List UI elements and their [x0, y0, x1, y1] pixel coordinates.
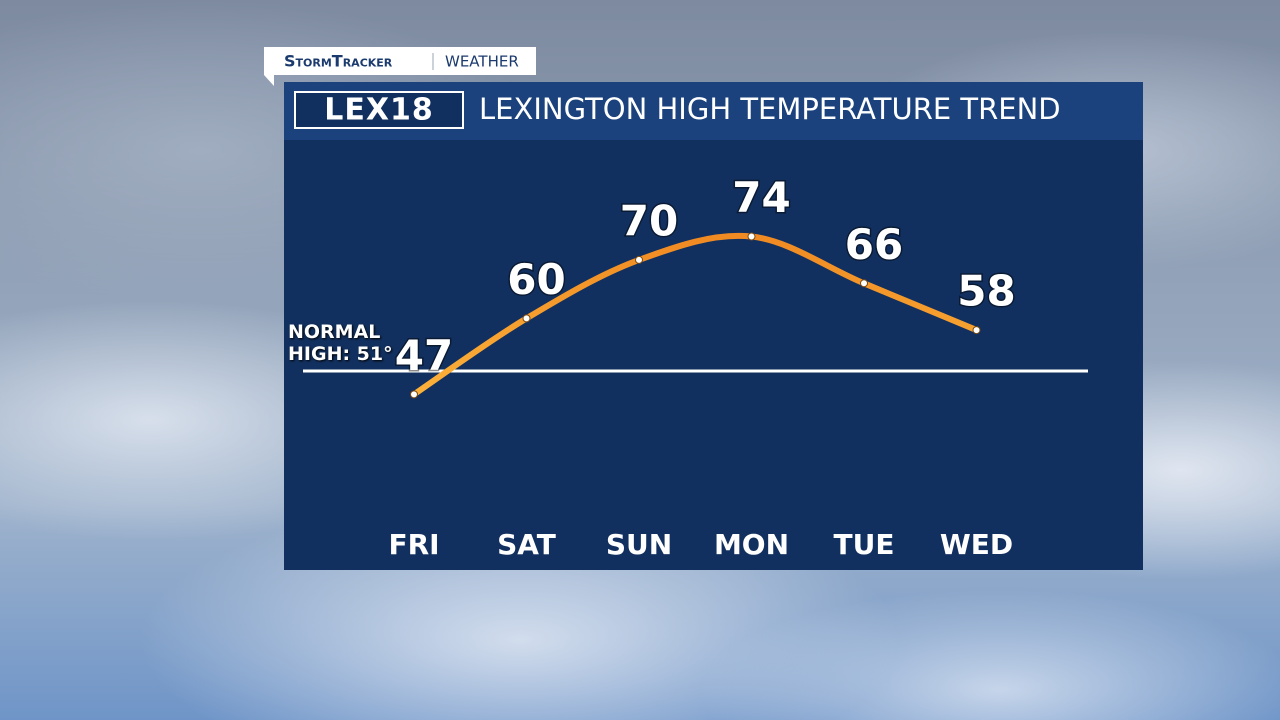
- tab-notch: [264, 75, 274, 86]
- value-label: 60: [507, 255, 565, 304]
- x-tick-label: TUE: [834, 528, 895, 561]
- chart-title: LEXINGTON HIGH TEMPERATURE TREND: [479, 92, 1061, 126]
- value-label: 58: [957, 267, 1015, 316]
- section: WEATHER: [445, 53, 519, 71]
- value-label: 70: [620, 196, 678, 245]
- point: [635, 255, 643, 264]
- point: [522, 314, 531, 323]
- trend-line: [411, 232, 980, 398]
- point: [747, 232, 756, 241]
- value-label: 47: [395, 331, 453, 380]
- x-tick-label: SUN: [606, 528, 672, 561]
- brand-tab: [264, 47, 536, 75]
- normal-label: NORMAL HIGH: 51°: [288, 321, 393, 365]
- panel: [284, 82, 1143, 570]
- brand: StormTracker: [284, 52, 393, 71]
- value-label: 74: [732, 173, 790, 222]
- x-tick-label: MON: [714, 528, 789, 561]
- x-tick-label: FRI: [388, 528, 439, 561]
- value-label: 66: [845, 220, 903, 269]
- logo: LEX18: [324, 93, 434, 128]
- x-tick-label: WED: [940, 528, 1013, 561]
- x-tick-label: SAT: [497, 528, 556, 561]
- point: [972, 326, 981, 335]
- point: [860, 279, 868, 288]
- logo-box: [294, 91, 464, 129]
- point: [410, 390, 418, 399]
